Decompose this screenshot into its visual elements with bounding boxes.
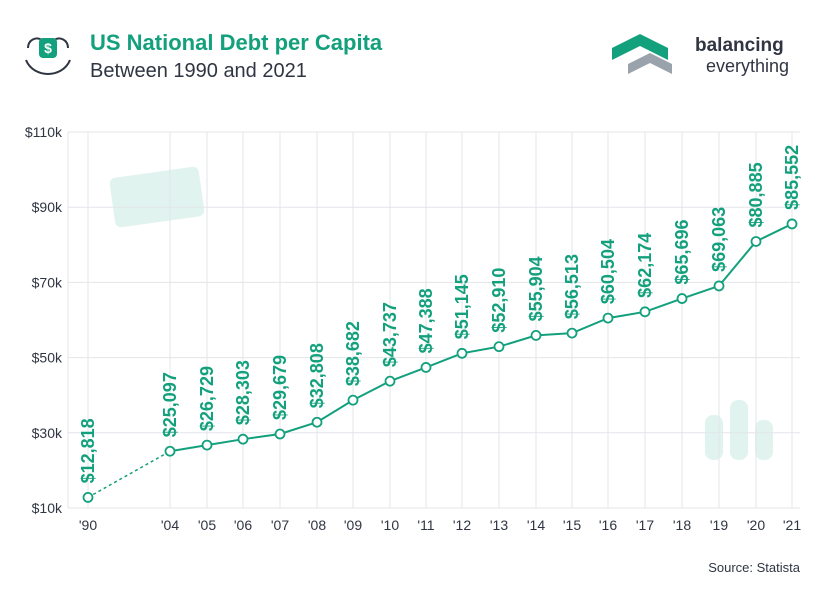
x-tick-label: '09 xyxy=(344,517,362,533)
data-label: $25,097 xyxy=(160,372,180,437)
data-point xyxy=(676,293,688,304)
source-note: Source: Statista xyxy=(708,560,800,575)
x-tick-label: '16 xyxy=(599,517,617,533)
data-point xyxy=(602,312,614,324)
data-label: $65,696 xyxy=(672,220,692,285)
x-tick-label: '13 xyxy=(490,517,508,533)
y-tick-label: $30k xyxy=(32,425,63,441)
x-tick-label: '08 xyxy=(308,517,326,533)
data-label: $60,504 xyxy=(598,239,618,304)
x-tick-label: '06 xyxy=(234,517,252,533)
watermark-chart-icon xyxy=(705,400,773,460)
x-tick-label: '17 xyxy=(636,517,654,533)
x-tick-label: '90 xyxy=(79,517,97,533)
series-line xyxy=(169,223,793,453)
data-point xyxy=(347,394,359,406)
x-tick-label: '18 xyxy=(673,517,691,533)
x-tick-label: '04 xyxy=(161,517,179,533)
data-point xyxy=(639,306,651,318)
data-label: $32,808 xyxy=(307,343,327,408)
x-tick-label: '11 xyxy=(417,517,434,533)
data-point xyxy=(82,492,94,503)
x-tick-label: '19 xyxy=(710,517,728,533)
data-label: $69,063 xyxy=(709,207,729,272)
y-tick-label: $110k xyxy=(25,124,63,140)
y-tick-label: $10k xyxy=(32,500,63,516)
data-label: $80,885 xyxy=(746,162,766,227)
data-label: $52,910 xyxy=(489,268,509,333)
y-tick-label: $90k xyxy=(32,199,63,215)
x-tick-label: '05 xyxy=(198,517,216,533)
money-hand-icon: $ xyxy=(25,37,71,76)
y-tick-label: $70k xyxy=(32,274,63,290)
data-label: $85,552 xyxy=(782,145,802,210)
balancing-everything-logo-icon xyxy=(612,34,672,74)
data-label: $26,729 xyxy=(197,366,217,431)
x-tick-label: '21 xyxy=(783,517,801,533)
data-label: $43,737 xyxy=(380,302,400,367)
data-point xyxy=(713,280,725,292)
data-point xyxy=(493,341,505,353)
chart-subtitle: Between 1990 and 2021 xyxy=(90,60,307,82)
data-label: $51,145 xyxy=(452,274,472,339)
data-label: $12,818 xyxy=(78,418,98,483)
data-point xyxy=(201,439,213,451)
data-point xyxy=(311,416,323,428)
data-label: $56,513 xyxy=(562,254,582,319)
svg-text:$: $ xyxy=(44,40,52,56)
data-point xyxy=(420,362,432,373)
data-point xyxy=(530,330,542,341)
data-label: $62,174 xyxy=(635,233,655,298)
data-point xyxy=(786,218,798,230)
data-point xyxy=(566,327,578,339)
watermark-money-icon xyxy=(109,166,205,228)
data-label: $29,679 xyxy=(270,355,290,420)
x-tick-label: '12 xyxy=(453,517,471,533)
x-tick-label: '10 xyxy=(381,517,399,533)
data-point xyxy=(456,347,468,359)
data-label: $28,303 xyxy=(233,360,253,425)
x-tick-label: '07 xyxy=(271,517,289,533)
data-label: $47,388 xyxy=(416,288,436,353)
data-point xyxy=(274,428,286,440)
x-tick-label: '14 xyxy=(527,517,545,533)
x-tick-label: '15 xyxy=(563,517,581,533)
x-tick-label: '20 xyxy=(747,517,765,533)
data-point xyxy=(237,433,249,445)
series-line-dashed xyxy=(87,450,171,499)
brand-name-line1: balancing xyxy=(695,35,784,56)
data-point xyxy=(750,236,762,247)
data-point xyxy=(384,375,396,387)
data-point xyxy=(164,445,176,457)
data-label: $55,904 xyxy=(526,256,546,321)
chart-title: US National Debt per Capita xyxy=(90,30,383,55)
data-label: $38,682 xyxy=(343,321,363,386)
brand-name-line2: everything xyxy=(706,56,790,76)
y-tick-label: $50k xyxy=(32,350,63,366)
